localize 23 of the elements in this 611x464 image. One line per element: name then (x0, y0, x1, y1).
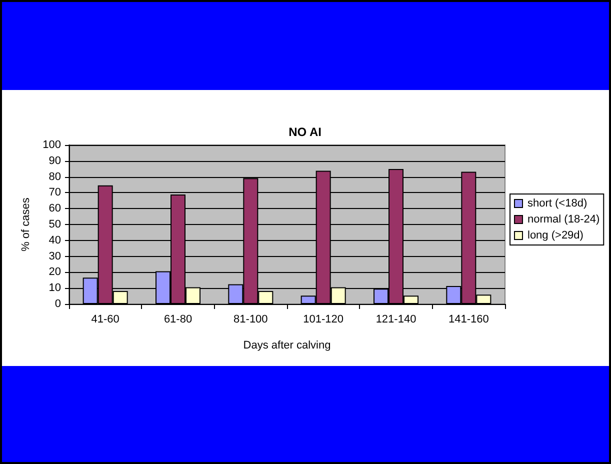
y-tick-label: 30 (48, 250, 61, 262)
y-tick-label: 40 (48, 234, 61, 246)
y-tick-label: 90 (48, 154, 61, 167)
y-tick-label: 60 (48, 202, 61, 215)
x-axis-title: Days after calving (243, 340, 331, 352)
y-axis-title: % of cases (20, 197, 32, 252)
y-tick-label: 0 (54, 298, 61, 310)
y-tick-label: 20 (48, 266, 61, 278)
x-tick-label: 101-120 (303, 314, 344, 326)
x-tick-label: 121-140 (376, 314, 416, 326)
y-tick-label: 50 (48, 218, 61, 230)
y-tick-label: 80 (48, 170, 61, 183)
chart-title: NO AI (288, 125, 322, 139)
legend-label: normal (18-24) (528, 214, 600, 226)
legend-label: short (<18d) (528, 198, 588, 210)
x-tick-label: 61-80 (164, 314, 192, 326)
y-tick-label: 100 (42, 139, 61, 151)
x-tick-label: 141-160 (448, 314, 489, 326)
y-tick-label: 70 (48, 186, 61, 199)
x-tick-label: 81-100 (234, 314, 268, 326)
legend-label: long (>29d) (528, 230, 584, 242)
y-tick-label: 10 (48, 282, 61, 294)
x-tick-label: 41-60 (91, 314, 120, 326)
